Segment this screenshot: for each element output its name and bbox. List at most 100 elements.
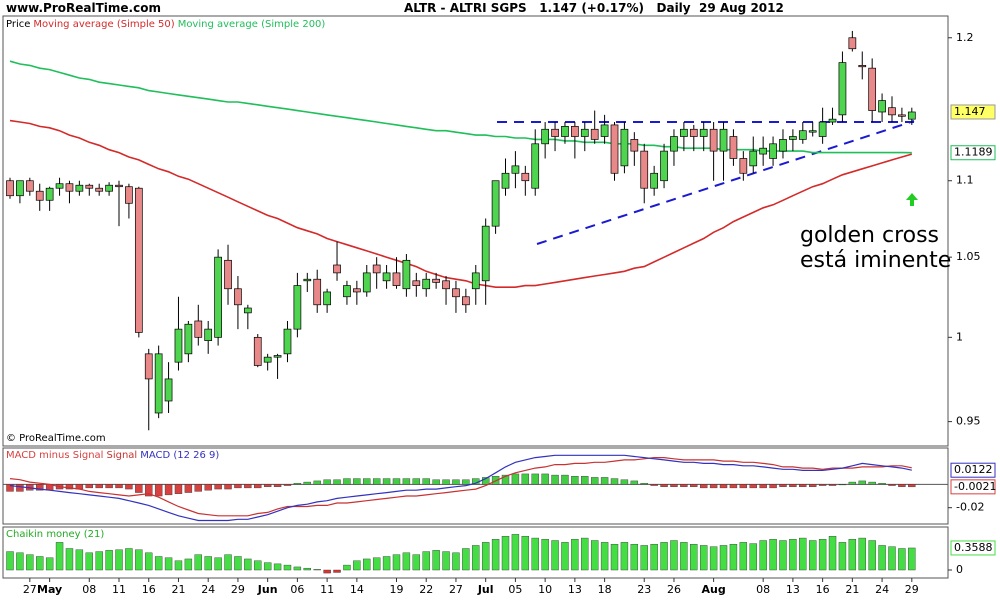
histogram-bar — [184, 484, 193, 493]
bar — [581, 537, 589, 571]
histogram-bar — [16, 484, 24, 492]
histogram-bar — [174, 484, 183, 494]
bar — [293, 566, 302, 571]
bar — [273, 563, 282, 571]
x-tick-label: 11 — [320, 583, 334, 596]
bar — [818, 539, 827, 571]
candle-body — [65, 183, 74, 192]
value-box — [950, 104, 996, 120]
bar — [115, 549, 123, 571]
bar — [551, 540, 559, 571]
candle-body — [907, 111, 916, 120]
histogram-bar — [868, 481, 876, 485]
bar — [283, 564, 292, 571]
bar — [244, 558, 252, 571]
candle-body — [343, 285, 351, 298]
histogram-bar — [719, 484, 728, 489]
bar — [16, 552, 24, 571]
candle-body — [55, 183, 64, 189]
bar — [789, 539, 797, 571]
bar — [65, 548, 74, 571]
candle-body — [323, 291, 331, 306]
candle-body — [115, 184, 123, 188]
legend: MACD minus Signal Signal MACD (12 26 9) — [6, 450, 222, 461]
bar — [85, 552, 93, 571]
histogram-bar — [650, 484, 658, 486]
bar — [442, 551, 450, 571]
histogram-bar — [283, 484, 292, 486]
histogram-bar — [244, 484, 252, 489]
candle-body — [234, 288, 242, 306]
candle-body — [779, 139, 787, 152]
histogram-bar — [432, 479, 440, 485]
candle-body — [769, 143, 777, 159]
bar — [194, 554, 202, 571]
candle-body — [75, 184, 84, 192]
bar — [838, 542, 847, 571]
candle-body — [372, 264, 381, 274]
value-box-label: 0.3588 — [954, 541, 993, 554]
bar — [571, 539, 579, 571]
candle-body — [164, 378, 173, 402]
copyright: © ProRealTime.com — [6, 433, 106, 444]
histogram-bar — [600, 477, 609, 485]
bar — [75, 549, 84, 571]
value-box — [950, 540, 996, 556]
candle-body — [273, 355, 282, 358]
histogram-bar — [759, 484, 767, 489]
legend-entry: Chaikin money (21) — [6, 529, 105, 540]
x-tick-label: 24 — [201, 583, 215, 596]
histogram-bar — [105, 484, 113, 489]
x-tick-label: 18 — [598, 583, 612, 596]
bar — [333, 569, 341, 573]
histogram-bar — [908, 484, 916, 488]
histogram-bar — [739, 484, 748, 489]
candle-body — [898, 114, 906, 117]
x-tick-label: 21 — [171, 583, 185, 596]
candle-body — [501, 172, 510, 189]
bar — [422, 551, 430, 571]
bar — [590, 540, 599, 571]
x-tick-label: May — [37, 583, 62, 596]
candle-body — [452, 288, 460, 298]
line — [9, 60, 912, 154]
histogram-bar — [531, 473, 539, 485]
candle-body — [25, 180, 34, 192]
bar — [224, 554, 232, 571]
histogram-bar — [769, 484, 777, 489]
histogram-bar — [125, 484, 133, 490]
bar — [481, 542, 490, 571]
bar — [501, 536, 510, 571]
histogram-bar — [779, 484, 787, 487]
histogram-bar — [590, 477, 599, 485]
x-tick-label: 22 — [419, 583, 433, 596]
candle-body — [818, 121, 827, 137]
x-tick-label: 19 — [389, 583, 403, 596]
bar — [145, 552, 153, 571]
x-tick-label: 26 — [667, 583, 681, 596]
candle-body — [541, 128, 549, 145]
bar — [858, 537, 866, 571]
candle-body — [670, 136, 678, 152]
histogram-bar — [145, 484, 153, 497]
bar — [45, 557, 54, 571]
candle-body — [739, 158, 748, 174]
legend-entry: Signal — [106, 450, 138, 461]
bar — [640, 545, 648, 571]
candle-body — [749, 150, 758, 167]
bar — [204, 556, 212, 571]
candle-body — [95, 187, 104, 192]
histogram-bar — [263, 484, 272, 487]
histogram-bar — [293, 483, 302, 485]
candle-body — [650, 172, 659, 189]
candle-body — [600, 124, 609, 137]
candle-body — [729, 136, 738, 159]
histogram-bar — [809, 484, 817, 487]
x-tick-label: Aug — [702, 583, 726, 596]
histogram-bar — [898, 484, 906, 487]
candle-body — [462, 296, 470, 306]
bar — [135, 549, 143, 571]
histogram-bar — [85, 484, 93, 489]
bar — [462, 548, 470, 571]
